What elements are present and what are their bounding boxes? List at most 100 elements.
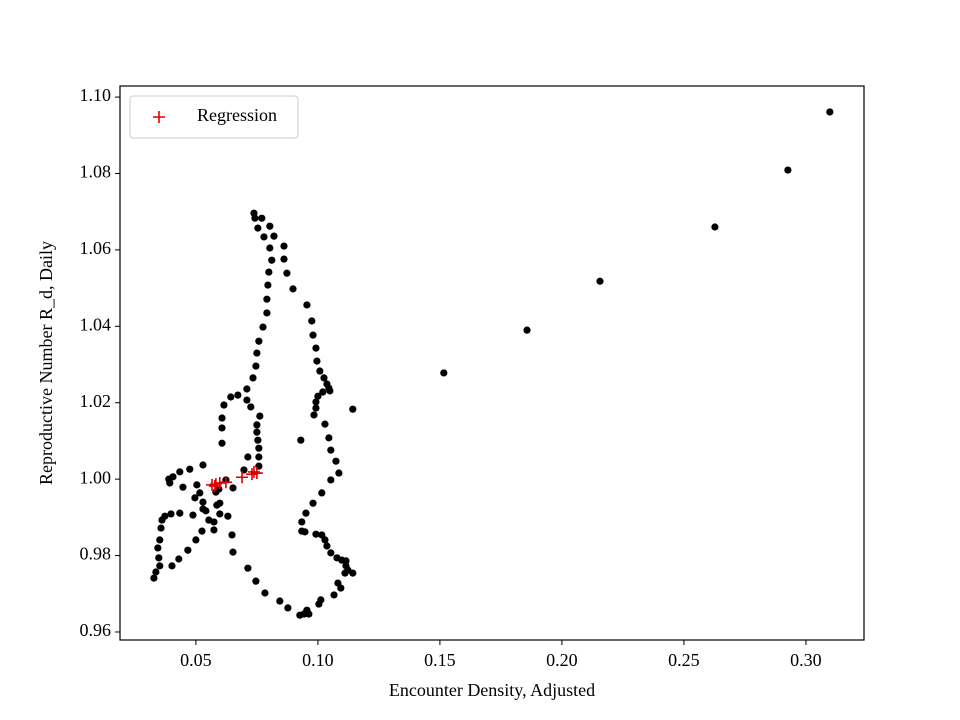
point <box>255 444 263 452</box>
point <box>321 536 329 544</box>
point <box>298 518 306 526</box>
point <box>330 591 338 599</box>
point <box>234 391 242 399</box>
point <box>218 414 226 422</box>
point <box>296 611 304 619</box>
point <box>327 549 335 557</box>
point <box>280 242 288 250</box>
point <box>312 404 320 412</box>
point <box>212 488 220 496</box>
point <box>189 511 197 519</box>
point <box>228 531 236 539</box>
x-tick-label: 0.20 <box>546 650 578 670</box>
point <box>264 281 272 289</box>
point <box>247 403 255 411</box>
point <box>310 411 318 419</box>
point <box>210 526 218 534</box>
point <box>156 562 164 570</box>
point <box>167 510 175 518</box>
point <box>199 498 207 506</box>
point <box>254 224 262 232</box>
point <box>176 468 184 476</box>
point <box>253 428 261 436</box>
point <box>263 309 271 317</box>
point <box>321 420 329 428</box>
x-tick-label: 0.05 <box>180 650 212 670</box>
point <box>244 453 252 461</box>
point <box>327 476 335 484</box>
point <box>186 465 194 473</box>
point <box>341 569 349 577</box>
y-tick-label: 1.04 <box>80 314 112 334</box>
y-tick-label: 1.10 <box>80 85 112 105</box>
y-tick-label: 0.98 <box>80 544 112 564</box>
point <box>309 499 317 507</box>
point <box>255 337 263 345</box>
point <box>325 434 333 442</box>
point <box>253 349 261 357</box>
point <box>166 479 174 487</box>
point <box>312 344 320 352</box>
point <box>319 388 327 396</box>
point <box>224 512 232 520</box>
point <box>236 471 249 484</box>
x-tick-label: 0.30 <box>790 650 822 670</box>
point <box>303 301 311 309</box>
point <box>251 214 259 222</box>
point <box>254 436 262 444</box>
point <box>327 446 335 454</box>
point <box>318 489 326 497</box>
point <box>313 357 321 365</box>
point <box>255 453 263 461</box>
point <box>265 268 273 276</box>
point <box>320 374 328 382</box>
point <box>440 369 448 377</box>
point <box>158 516 166 524</box>
point <box>309 331 317 339</box>
point <box>168 562 176 570</box>
point <box>523 326 531 334</box>
point <box>711 223 719 231</box>
point <box>301 528 309 536</box>
point <box>335 469 343 477</box>
y-tick-label: 1.00 <box>80 467 112 487</box>
point <box>305 610 313 618</box>
x-tick-label: 0.25 <box>668 650 700 670</box>
point <box>157 524 165 532</box>
y-tick-label: 0.96 <box>80 620 112 640</box>
point <box>156 536 164 544</box>
point <box>176 509 184 517</box>
point <box>175 555 183 563</box>
point <box>155 554 163 562</box>
y-tick-label: 1.06 <box>80 238 112 258</box>
y-axis-label: Reproductive Number R_d, Daily <box>36 241 56 485</box>
point <box>199 461 207 469</box>
point <box>150 574 158 582</box>
point <box>342 557 350 565</box>
legend-marker <box>153 111 165 123</box>
point <box>154 544 162 552</box>
point <box>349 569 357 577</box>
point <box>314 392 322 400</box>
point <box>243 385 251 393</box>
point <box>184 546 192 554</box>
point <box>198 527 206 535</box>
point <box>308 317 316 325</box>
legend-box <box>129 95 299 139</box>
point <box>312 398 320 406</box>
x-tick-label: 0.10 <box>302 650 334 670</box>
point <box>259 323 267 331</box>
point <box>229 548 237 556</box>
point <box>337 584 345 592</box>
point <box>270 232 278 240</box>
point <box>244 564 252 572</box>
point <box>220 401 228 409</box>
point <box>268 256 276 264</box>
point <box>325 384 333 392</box>
point <box>252 362 260 370</box>
point <box>179 483 187 491</box>
point <box>276 597 284 605</box>
point <box>218 439 226 447</box>
point <box>315 600 323 608</box>
